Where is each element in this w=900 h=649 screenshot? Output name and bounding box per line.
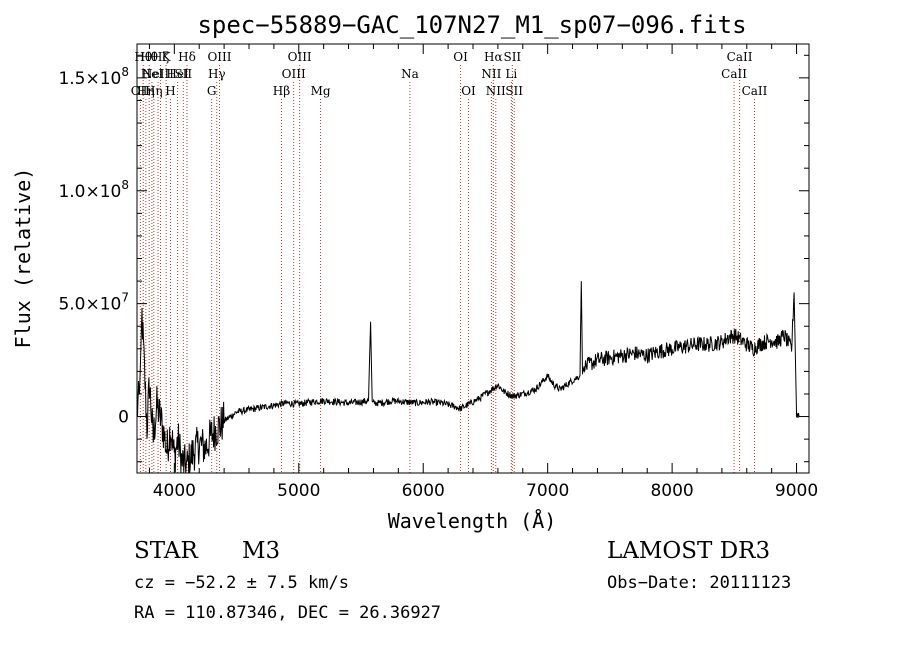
line-label: OI (453, 50, 468, 64)
redshift-velocity: cz = −52.2 ± 7.5 km/s (134, 573, 349, 593)
x-axis-label: Wavelength (Å) (388, 509, 557, 533)
line-label: NII (486, 84, 506, 98)
line-label: SII (503, 50, 521, 64)
line-label: Hβ (273, 84, 290, 98)
line-label: OIII (207, 50, 231, 64)
line-label: CaII (742, 84, 768, 98)
line-label: OIII (282, 67, 306, 81)
axis-ticks: 4000 5000 6000 7000 8000 9000 0 5.0×107 1.0×108 1… (58, 44, 818, 501)
object-class: STAR (134, 538, 198, 564)
line-label: SII (505, 84, 523, 98)
line-label: OII (131, 84, 151, 98)
plot-frame (136, 43, 810, 474)
spectral-line-markers (139, 65, 755, 473)
line-labels: OIIHθHηHθHeIHηNeIIIHζKHHeISIIHδGHγOIIIHβ… (131, 50, 768, 98)
line-label: Na (401, 67, 419, 81)
line-label: OIII (288, 50, 312, 64)
line-label: Hθ (134, 50, 152, 64)
line-label: Hα (484, 50, 503, 64)
line-label: Li (505, 67, 517, 81)
line-label: NeIII (142, 67, 174, 81)
x-tick-label: 4000 (153, 481, 196, 501)
line-label: NII (481, 67, 501, 81)
chart-title: spec−55889−GAC_107N27_M1_sp07−096.fits (197, 11, 746, 39)
line-label: Hζ (152, 50, 169, 64)
spectrum-series (136, 281, 800, 474)
line-label: Hη (137, 84, 155, 98)
line-label: Hθ (140, 50, 158, 64)
line-label: G (207, 84, 217, 98)
y-tick-label: 1.0×108 (58, 178, 129, 202)
x-tick-label: 9000 (775, 481, 818, 501)
y-axis-label: Flux (relative) (11, 168, 35, 349)
object-subclass: M3 (242, 538, 281, 564)
line-label: Hη (145, 84, 163, 98)
survey-name: LAMOST DR3 (607, 538, 771, 564)
line-label: Mg (311, 84, 331, 98)
x-tick-label: 7000 (526, 481, 569, 501)
y-tick-label: 5.0×107 (58, 291, 129, 315)
spectrum-line (136, 281, 800, 474)
obs-date: Obs−Date: 20111123 (607, 573, 792, 593)
line-label: CaII (721, 67, 747, 81)
x-tick-label: 5000 (277, 481, 320, 501)
line-label: Hγ (208, 67, 226, 81)
line-label: Hδ (178, 50, 196, 64)
x-tick-label: 6000 (402, 481, 445, 501)
line-label: OI (461, 84, 476, 98)
coordinates: RA = 110.87346, DEC = 26.36927 (134, 603, 442, 623)
line-label: CaII (727, 50, 753, 64)
line-label: H (165, 84, 175, 98)
x-tick-label: 8000 (650, 481, 693, 501)
line-label: HeI (166, 67, 189, 81)
line-label: HeI (141, 67, 164, 81)
y-tick-label: 1.5×108 (58, 65, 129, 89)
line-label: SII (174, 67, 192, 81)
line-label: K (162, 50, 172, 64)
y-tick-label: 0 (118, 408, 129, 428)
